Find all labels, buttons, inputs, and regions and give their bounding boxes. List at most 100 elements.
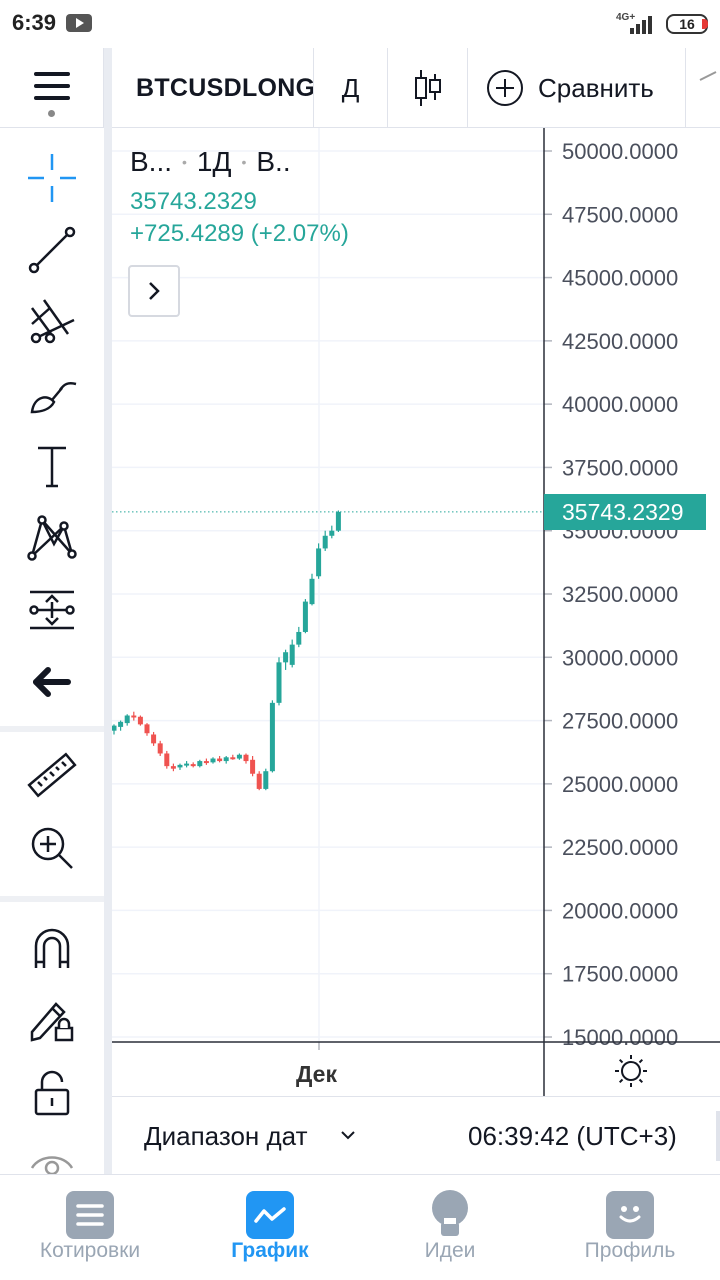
candle-body <box>131 715 137 718</box>
candle-body <box>289 644 295 665</box>
legend-separator: • <box>182 154 187 170</box>
compare-button[interactable]: Сравнить <box>468 48 686 128</box>
legend-separator: • <box>241 154 247 170</box>
nav-chart[interactable]: График <box>180 1175 360 1280</box>
hamburger-icon-bar <box>34 96 70 100</box>
ruler-tool[interactable] <box>22 746 82 806</box>
chart-toolbar: BTCUSDLONG Д Сравнить <box>0 48 720 128</box>
range-bar-edge <box>716 1111 720 1161</box>
interval-button[interactable]: Д <box>314 48 388 128</box>
date-range-button[interactable]: Диапазон дат <box>144 1121 308 1151</box>
hamburger-icon-bar <box>34 84 70 88</box>
status-bar: 6:39 4G+ 16 <box>0 0 720 48</box>
bottom-navigation: Котировки График Идеи Профиль <box>0 1174 720 1280</box>
y-tick-label: 15000.0000 <box>562 1025 678 1050</box>
hamburger-icon <box>34 72 70 76</box>
compare-label: Сравнить <box>538 72 654 103</box>
candle-body <box>283 652 289 663</box>
legend-expand-button[interactable] <box>128 265 180 317</box>
text-tool[interactable] <box>22 436 82 496</box>
legend-interval: 1Д <box>196 146 232 177</box>
nav-profile-label: Профиль <box>584 1239 676 1262</box>
lightbulb-icon <box>426 1190 474 1239</box>
magnet-tool[interactable] <box>22 918 82 978</box>
drawing-toolbar <box>0 128 104 1174</box>
legend-price: 35743.2329 <box>130 188 257 215</box>
zoom-in-icon <box>31 827 73 869</box>
chart-type-button[interactable] <box>388 48 468 128</box>
symbol-button[interactable]: BTCUSDLONG <box>112 48 314 128</box>
nav-quotes[interactable]: Котировки <box>0 1175 180 1280</box>
candle-body <box>223 757 229 762</box>
y-tick-label: 25000.0000 <box>562 772 678 797</box>
pattern-icon <box>27 515 77 561</box>
time-axis-label: Дек <box>296 1061 337 1087</box>
trend-line-icon <box>28 226 76 274</box>
timezone-clock[interactable]: 06:39:42 (UTC+3) <box>468 1121 677 1151</box>
nav-profile[interactable]: Профиль <box>540 1175 720 1280</box>
fib-tool[interactable] <box>22 292 82 352</box>
candle-body <box>164 753 170 767</box>
y-tick-label: 32500.0000 <box>562 582 678 607</box>
y-tick-label: 20000.0000 <box>562 898 678 923</box>
candle-body <box>203 761 209 764</box>
trend-line-tool[interactable] <box>22 220 82 280</box>
candle-body <box>296 631 302 645</box>
eye-icon[interactable] <box>28 1148 76 1176</box>
nav-ideas-label: Идеи <box>424 1239 476 1262</box>
candle-body <box>184 763 190 766</box>
legend-row: B... • 1Д • B.. <box>130 146 349 178</box>
pattern-tool[interactable] <box>22 508 82 568</box>
candle-body <box>316 548 322 577</box>
candle-body <box>118 721 124 727</box>
candle-body <box>236 754 242 759</box>
candle-body <box>144 724 150 734</box>
youtube-icon <box>66 14 92 32</box>
menu-button[interactable] <box>0 48 104 128</box>
y-tick-label: 50000.0000 <box>562 139 678 164</box>
nav-quotes-label: Котировки <box>39 1239 141 1262</box>
lock-drawing-tool[interactable] <box>22 990 82 1050</box>
toolbar-separator <box>0 896 104 902</box>
candle-body <box>329 530 335 536</box>
sun-settings-icon[interactable] <box>614 1054 648 1088</box>
candlestick-icon <box>414 70 441 106</box>
battery-icon: 16 <box>666 14 708 34</box>
status-time: 6:39 <box>12 10 57 35</box>
pencil-lock-icon <box>30 1002 74 1042</box>
more-tools-icon[interactable] <box>686 48 720 128</box>
candle-body <box>170 766 176 769</box>
candle-body <box>276 662 282 703</box>
candle-body <box>322 535 328 549</box>
candle-body <box>243 754 249 762</box>
candle-body <box>256 773 262 789</box>
candle-body <box>112 725 117 731</box>
chevron-down-icon[interactable] <box>340 1129 356 1143</box>
candle-body <box>151 734 157 744</box>
candle-body <box>137 716 143 725</box>
candle-body <box>157 743 163 754</box>
candle-body <box>269 702 275 772</box>
legend-change: +725.4289 (+2.07%) <box>130 220 349 247</box>
y-tick-label: 42500.0000 <box>562 329 678 354</box>
candle-body <box>335 511 341 531</box>
magnet-icon <box>34 928 70 968</box>
legend-exchange: B.. <box>256 146 291 177</box>
y-tick-label: 37500.0000 <box>562 455 678 480</box>
price-range-icon <box>29 590 75 630</box>
price-chart[interactable]: 50000.0000 47500.0000 45000.0000 42500.0000… <box>112 128 720 1096</box>
y-tick-label: 17500.0000 <box>562 962 678 987</box>
nav-ideas[interactable]: Идеи <box>360 1175 540 1280</box>
notification-dot <box>48 110 55 117</box>
candle-body <box>217 758 223 762</box>
measure-range-tool[interactable] <box>22 580 82 640</box>
y-tick-label: 47500.0000 <box>562 202 678 227</box>
chart-area[interactable]: 50000.0000 47500.0000 45000.0000 42500.0000… <box>112 128 720 1096</box>
brush-tool[interactable] <box>22 364 82 424</box>
y-tick-label: 30000.0000 <box>562 645 678 670</box>
crosshair-tool[interactable] <box>22 148 82 208</box>
back-tool[interactable] <box>22 652 82 712</box>
ruler-icon <box>27 752 77 798</box>
zoom-in-tool[interactable] <box>22 818 82 878</box>
lock-tool[interactable] <box>22 1062 82 1122</box>
